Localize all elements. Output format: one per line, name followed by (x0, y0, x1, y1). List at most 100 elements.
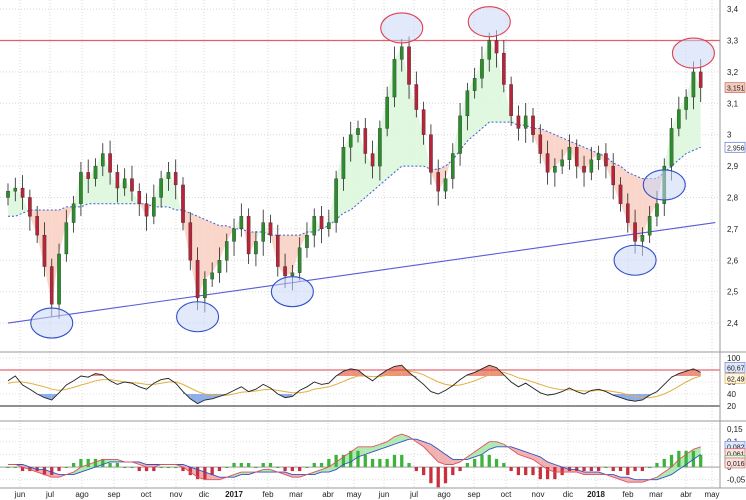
hist-band-fill (44, 469, 52, 478)
hist-bar-positive (648, 467, 652, 469)
hist-band-fill (511, 446, 519, 455)
hist-band-fill (110, 459, 118, 462)
hist-band-fill (183, 464, 191, 473)
candle-down (86, 172, 90, 179)
hist-bar-positive (669, 454, 674, 468)
hist-bar-negative (20, 467, 25, 472)
hist-bar-positive (480, 454, 484, 468)
hist-band-fill (365, 446, 373, 455)
last-price-label: 3,151 (727, 86, 745, 93)
candle-down (502, 52, 506, 85)
hist-band-fill (372, 444, 380, 452)
hist-bar-positive (101, 458, 105, 468)
candle-up (122, 178, 127, 189)
osc-value-label-2: 62,49 (727, 376, 745, 383)
y-tick-label: 3,1 (727, 99, 739, 108)
candle-up (159, 178, 163, 198)
hist-bar-negative (137, 467, 141, 472)
candle-up (589, 159, 594, 173)
hist-bar-positive (166, 467, 171, 469)
candle-up (378, 128, 382, 167)
candle-down (611, 165, 615, 186)
hist-bar-positive (79, 458, 83, 468)
candle-up (465, 90, 470, 117)
hist-bar-positive (254, 467, 258, 469)
candle-up (305, 234, 309, 248)
ma-fill-segment (66, 203, 74, 223)
ma-fill-segment (525, 115, 533, 135)
ma-fill-segment (562, 137, 570, 160)
candle-up (443, 178, 448, 192)
ma-fill-segment (394, 46, 402, 173)
ma-fill-segment (620, 166, 628, 223)
hist-bar-negative (589, 467, 593, 472)
candle-up (152, 197, 156, 217)
support-highlight-circle (176, 301, 220, 333)
osc-extreme-fill (204, 394, 213, 400)
hist-band-fill (591, 472, 599, 475)
hist-band-fill (416, 439, 424, 447)
candle-up (93, 165, 98, 179)
hist-bar-positive (655, 462, 659, 468)
candle-up (64, 222, 69, 255)
ma-fill-segment (336, 147, 344, 220)
hist-band-fill (80, 464, 89, 473)
y-tick-label: 3,2 (727, 68, 739, 77)
ma-fill-segment (212, 222, 220, 273)
x-tick-label: oct (141, 490, 152, 499)
osc-extreme-fill (394, 365, 402, 376)
osc-extreme-fill (635, 394, 643, 402)
candle-up (79, 172, 83, 204)
hist-band-fill (197, 469, 205, 480)
ma-value-label: 2,956 (727, 145, 745, 152)
ma-fill-segment (328, 178, 337, 226)
hist-bar-negative (298, 467, 302, 472)
ma-fill-segment (605, 156, 614, 185)
hist-bar-negative (195, 467, 200, 480)
ma-fill-segment (248, 232, 256, 254)
ma-fill-segment (664, 128, 672, 173)
candle-up (596, 153, 601, 160)
candle-down (509, 84, 513, 117)
hist-band-fill (139, 461, 147, 468)
hist-band-fill (474, 446, 482, 457)
candle-up (13, 187, 18, 192)
ma-fill-segment (460, 90, 468, 151)
candle-up (560, 159, 564, 167)
hist-value-label-4-box (724, 457, 746, 469)
hist-band-fill (664, 467, 672, 478)
hist-bar-negative (545, 467, 550, 480)
hist-bar-negative (633, 467, 637, 472)
candle-down (137, 191, 142, 204)
ma-fill-segment (299, 232, 307, 248)
hist-band-fill (540, 456, 548, 470)
hist-band-fill (37, 469, 45, 475)
candle-up (669, 128, 674, 167)
ma-fill-segment (671, 109, 679, 167)
hist-bar-positive (465, 462, 470, 468)
hist-bar-positive (6, 467, 10, 469)
candle-down (698, 71, 703, 88)
hist-band-fill (656, 472, 665, 480)
candle-up (677, 109, 681, 129)
candle-up (210, 272, 214, 280)
y-tick-label: 2,7 (727, 225, 739, 234)
ma-fill-segment (161, 172, 169, 207)
hist-band-fill (343, 451, 351, 465)
osc-value-label-2-box (724, 373, 746, 384)
hist-bar-positive (305, 467, 309, 469)
ma-fill-segment (401, 46, 410, 167)
ma-fill-segment (183, 210, 191, 261)
hist-bar-positive (356, 450, 360, 468)
hist-bar-positive (699, 454, 703, 468)
osc-extreme-fill (620, 394, 628, 400)
ma-fill-segment (503, 84, 512, 123)
hist-bar-negative (596, 467, 601, 472)
candle-down (173, 172, 178, 186)
hist-band-fill (379, 441, 388, 450)
hist-bar-negative (152, 467, 156, 472)
osc-value-label-1-box (724, 362, 746, 373)
hist-band-fill (190, 467, 198, 478)
hist-bar-negative (575, 467, 579, 472)
